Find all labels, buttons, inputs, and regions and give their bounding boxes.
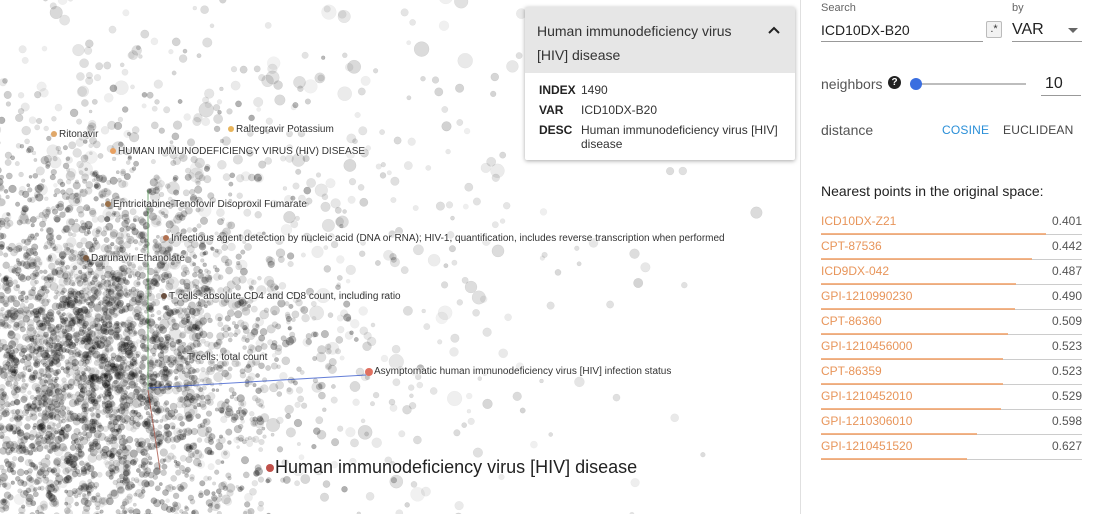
inspector-panel: Search ICD10DX-B20 .* by VAR neighbors ?… <box>800 0 1098 514</box>
by-label: by <box>1012 2 1024 14</box>
neighbor-name[interactable]: ICD10DX-Z21 <box>821 214 897 228</box>
neighbor-row[interactable]: ICD10DX-Z21 0.401 <box>821 210 1082 235</box>
neighbor-distance-bar <box>821 333 1008 335</box>
search-by-select[interactable]: VAR <box>1012 18 1082 42</box>
metadata-value: 1490 <box>581 83 608 97</box>
neighbors-label: neighbors <box>821 76 883 92</box>
metadata-key: INDEX <box>539 83 576 97</box>
neighbor-distance: 0.401 <box>1051 214 1082 228</box>
neighbor-distance-bar <box>821 458 967 460</box>
point-label[interactable]: Asymptomatic human immunodeficiency viru… <box>374 366 672 377</box>
neighbors-input[interactable]: 10 <box>1041 72 1081 96</box>
neighbor-distance: 0.490 <box>1051 289 1082 303</box>
neighbor-row[interactable]: CPT-86359 0.523 <box>821 360 1082 385</box>
neighbor-name[interactable]: GPI-1210451520 <box>821 439 913 453</box>
nearest-points-list: ICD10DX-Z21 0.401 CPT-87536 0.442 ICD9DX-042… <box>821 210 1082 460</box>
point-info-card: Human immunodeficiency virus [HIV] disea… <box>525 7 795 160</box>
neighbor-distance: 0.598 <box>1051 414 1082 428</box>
metadata-value: ICD10DX-B20 <box>581 103 658 117</box>
point-dot[interactable] <box>83 255 89 261</box>
neighbor-distance-bar <box>821 358 1003 360</box>
search-by-value: VAR <box>1012 21 1044 38</box>
selected-point-dot[interactable] <box>266 464 274 472</box>
neighbor-name[interactable]: GPI-1210306010 <box>821 414 913 428</box>
search-label: Search <box>821 2 856 14</box>
point-cloud[interactable] <box>0 0 800 514</box>
card-title: Human immunodeficiency virus [HIV] disea… <box>537 23 732 63</box>
neighbor-distance: 0.487 <box>1051 264 1082 278</box>
neighbors-slider[interactable] <box>910 78 1026 90</box>
metadata-key: DESC <box>539 123 573 137</box>
euclidean-button[interactable]: EUCLIDEAN <box>1003 123 1074 137</box>
neighbor-row[interactable]: GPI-1210452010 0.529 <box>821 385 1082 410</box>
neighbor-distance-bar <box>821 258 1032 260</box>
point-label[interactable]: Emtricitabine-Tenofovir Disoproxil Fumar… <box>113 199 307 210</box>
point-label[interactable]: Darunavir Ethanolate <box>91 253 185 264</box>
neighbor-distance-bar <box>821 433 977 435</box>
regex-toggle-button[interactable]: .* <box>986 21 1002 38</box>
metadata-row: VAR ICD10DX-B20 <box>539 103 781 117</box>
metadata-value: Human immunodeficiency virus [HIV] disea… <box>581 123 778 151</box>
search-input[interactable]: ICD10DX-B20 <box>821 18 983 42</box>
neighbor-distance-bar <box>821 383 1003 385</box>
point-dot[interactable] <box>110 148 116 154</box>
point-dot[interactable] <box>105 201 111 207</box>
neighbor-distance-bar <box>821 233 1046 235</box>
neighbor-name[interactable]: CPT-86360 <box>821 314 882 328</box>
neighbor-row[interactable]: CPT-86360 0.509 <box>821 310 1082 335</box>
neighbor-name[interactable]: GPI-1210456000 <box>821 339 913 353</box>
metadata-row: INDEX 1490 <box>539 83 781 97</box>
chevron-down-icon <box>1068 28 1078 33</box>
neighbor-name[interactable]: GPI-1210452010 <box>821 389 913 403</box>
neighbor-distance-bar <box>821 283 1016 285</box>
cosine-button[interactable]: COSINE <box>942 123 990 137</box>
point-dot[interactable] <box>161 293 167 299</box>
neighbor-row[interactable]: GPI-1210306010 0.598 <box>821 410 1082 435</box>
card-header: Human immunodeficiency virus [HIV] disea… <box>525 7 795 73</box>
neighbor-distance: 0.529 <box>1051 389 1082 403</box>
neighbor-name[interactable]: ICD9DX-042 <box>821 264 890 278</box>
neighbor-name[interactable]: CPT-87536 <box>821 239 882 253</box>
point-label[interactable]: T cells; total count <box>187 352 268 363</box>
neighbor-row[interactable]: GPI-1210990230 0.490 <box>821 285 1082 310</box>
neighbor-distance: 0.509 <box>1051 314 1082 328</box>
point-label[interactable]: Infectious agent detection by nucleic ac… <box>171 233 725 244</box>
neighbor-distance-bar <box>821 308 1015 310</box>
point-dot[interactable] <box>163 235 169 241</box>
point-dot[interactable] <box>365 368 373 376</box>
neighbor-name[interactable]: CPT-86359 <box>821 364 882 378</box>
neighbor-row[interactable]: GPI-1210456000 0.523 <box>821 335 1082 360</box>
point-label[interactable]: T cells; absolute CD4 and CD8 count, inc… <box>169 291 401 302</box>
neighbor-row[interactable]: CPT-87536 0.442 <box>821 235 1082 260</box>
metadata-key: VAR <box>539 103 564 117</box>
chevron-up-icon[interactable] <box>765 21 783 39</box>
neighbor-name[interactable]: GPI-1210990230 <box>821 289 913 303</box>
selected-point-label[interactable]: Human immunodeficiency virus [HIV] disea… <box>275 457 638 477</box>
neighbor-distance: 0.523 <box>1051 364 1082 378</box>
neighbor-row[interactable]: GPI-1210451520 0.627 <box>821 435 1082 460</box>
neighbor-distance: 0.442 <box>1051 239 1082 253</box>
neighbor-distance: 0.523 <box>1051 339 1082 353</box>
card-metadata: INDEX 1490 VAR ICD10DX-B20 DESC Human im… <box>525 73 795 151</box>
neighbor-distance: 0.627 <box>1051 439 1082 453</box>
point-dot[interactable] <box>51 131 57 137</box>
distance-label: distance <box>821 122 874 138</box>
point-dot[interactable] <box>228 126 234 132</box>
metadata-row: DESC Human immunodeficiency virus [HIV] … <box>539 123 781 151</box>
point-label[interactable]: Raltegravir Potassium <box>236 124 334 135</box>
point-label[interactable]: Ritonavir <box>59 129 99 140</box>
point-label[interactable]: HUMAN IMMUNODEFICIENCY VIRUS (HIV) DISEA… <box>118 146 366 157</box>
neighbor-row[interactable]: ICD9DX-042 0.487 <box>821 260 1082 285</box>
help-icon[interactable]: ? <box>888 76 901 89</box>
slider-thumb[interactable] <box>910 78 922 90</box>
nearest-points-title: Nearest points in the original space: <box>821 183 1044 199</box>
neighbor-distance-bar <box>821 408 1001 410</box>
